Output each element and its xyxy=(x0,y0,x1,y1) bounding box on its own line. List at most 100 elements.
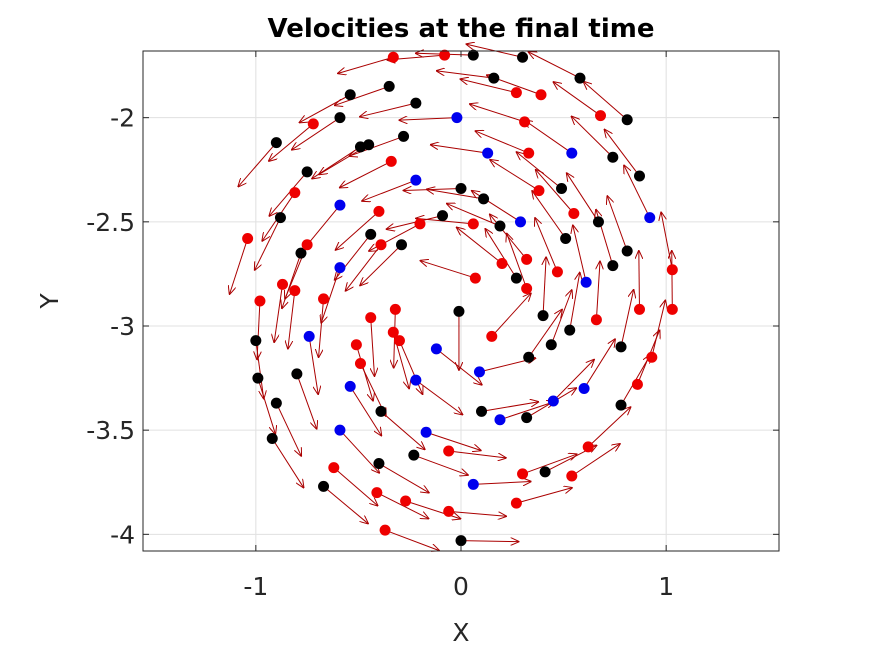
particle-point xyxy=(517,468,529,480)
particle-point xyxy=(277,278,289,290)
particle-point xyxy=(439,49,451,61)
particle-point xyxy=(408,449,420,461)
velocity-arrow xyxy=(461,79,517,94)
particle-point xyxy=(607,260,619,272)
particle-point xyxy=(375,239,387,251)
particle-point xyxy=(631,378,643,390)
velocity-arrow xyxy=(620,290,634,347)
particle-point xyxy=(373,205,385,217)
chart-title: Velocities at the final time xyxy=(268,14,655,44)
y-tick-label: -3 xyxy=(110,312,135,341)
velocity-arrow xyxy=(535,218,558,273)
x-axis-label: X xyxy=(452,618,469,647)
velocity-arrow xyxy=(380,411,425,449)
velocity-arrow xyxy=(605,130,640,177)
velocity-arrow xyxy=(230,238,249,294)
velocity-arrow xyxy=(421,261,476,279)
velocity-arrow xyxy=(607,196,628,252)
particle-point xyxy=(607,151,619,163)
x-tick-label: 1 xyxy=(658,572,674,601)
velocity-arrow xyxy=(384,529,439,550)
particle-point xyxy=(533,185,545,197)
particle-point xyxy=(420,426,432,438)
particle-point xyxy=(566,470,578,482)
velocity-arrow xyxy=(255,217,281,270)
particle-point xyxy=(578,383,590,394)
velocity-arrow xyxy=(308,336,318,394)
particle-point xyxy=(539,466,551,478)
velocity-arrow xyxy=(639,251,640,310)
particle-point xyxy=(387,51,399,63)
particle-point xyxy=(385,155,397,167)
velocity-arrow xyxy=(323,486,368,523)
particle-point xyxy=(365,312,377,324)
particle-point xyxy=(633,303,645,315)
particle-point xyxy=(354,358,366,369)
particle-point xyxy=(414,218,426,230)
particle-point xyxy=(521,412,533,424)
particle-point xyxy=(523,147,535,159)
particle-point xyxy=(595,110,607,122)
particle-point xyxy=(482,147,494,159)
particle-point xyxy=(455,183,467,194)
particle-point xyxy=(430,343,442,355)
particle-point xyxy=(270,137,282,149)
velocity-arrow xyxy=(587,407,630,448)
x-tick-label: -1 xyxy=(243,572,268,601)
particle-point xyxy=(289,187,301,199)
y-tick-label: -4 xyxy=(110,520,135,549)
velocity-arrow xyxy=(319,298,325,357)
particle-point xyxy=(410,374,422,386)
velocity-arrow xyxy=(583,339,615,389)
velocity-arrow xyxy=(292,117,341,150)
velocity-arrow xyxy=(491,294,531,337)
velocity-arrow xyxy=(448,510,506,516)
particle-point xyxy=(334,112,346,124)
particle-point xyxy=(254,295,266,307)
particle-point xyxy=(250,335,262,347)
velocity-arrow xyxy=(425,431,481,450)
particle-point xyxy=(568,208,580,219)
velocity-arrow xyxy=(584,82,628,121)
particle-point xyxy=(400,495,412,507)
particle-point xyxy=(344,380,356,392)
particle-point xyxy=(389,303,401,315)
particle-point xyxy=(621,114,633,126)
y-axis-label: Y xyxy=(35,293,64,310)
velocity-arrow xyxy=(296,373,317,429)
particle-point xyxy=(615,341,627,353)
particle-point xyxy=(551,266,563,278)
velocity-arrow xyxy=(485,229,517,279)
velocity-arrow xyxy=(522,454,577,475)
particle-point xyxy=(443,445,455,457)
velocity-arrow xyxy=(573,225,587,283)
velocity-arrow xyxy=(416,218,474,225)
particle-point xyxy=(473,366,485,378)
particle-point xyxy=(517,51,529,63)
particle-point xyxy=(646,351,658,363)
particle-point xyxy=(494,414,506,426)
particle-point xyxy=(334,199,346,211)
velocity-arrow xyxy=(528,310,562,358)
particle-point xyxy=(291,368,303,380)
particle-point xyxy=(383,80,395,92)
particle-point xyxy=(521,253,533,265)
velocity-arrow xyxy=(476,131,529,154)
velocity-arrow xyxy=(340,160,392,187)
particle-point xyxy=(318,480,330,492)
particle-point xyxy=(582,441,594,453)
particle-point xyxy=(556,183,568,194)
velocity-arrow xyxy=(661,213,673,270)
particle-point xyxy=(644,212,656,224)
velocity-arrow xyxy=(543,257,546,316)
particle-point xyxy=(590,314,602,326)
particle-point xyxy=(437,210,449,222)
velocity-arrow xyxy=(333,467,378,506)
particle-point xyxy=(371,487,383,499)
velocity-arrow xyxy=(436,348,481,385)
velocity-arrow xyxy=(532,191,567,239)
velocity-arrow xyxy=(336,211,380,249)
velocity-arrow xyxy=(529,52,581,79)
particle-point xyxy=(592,216,604,228)
particle-point xyxy=(396,239,408,251)
